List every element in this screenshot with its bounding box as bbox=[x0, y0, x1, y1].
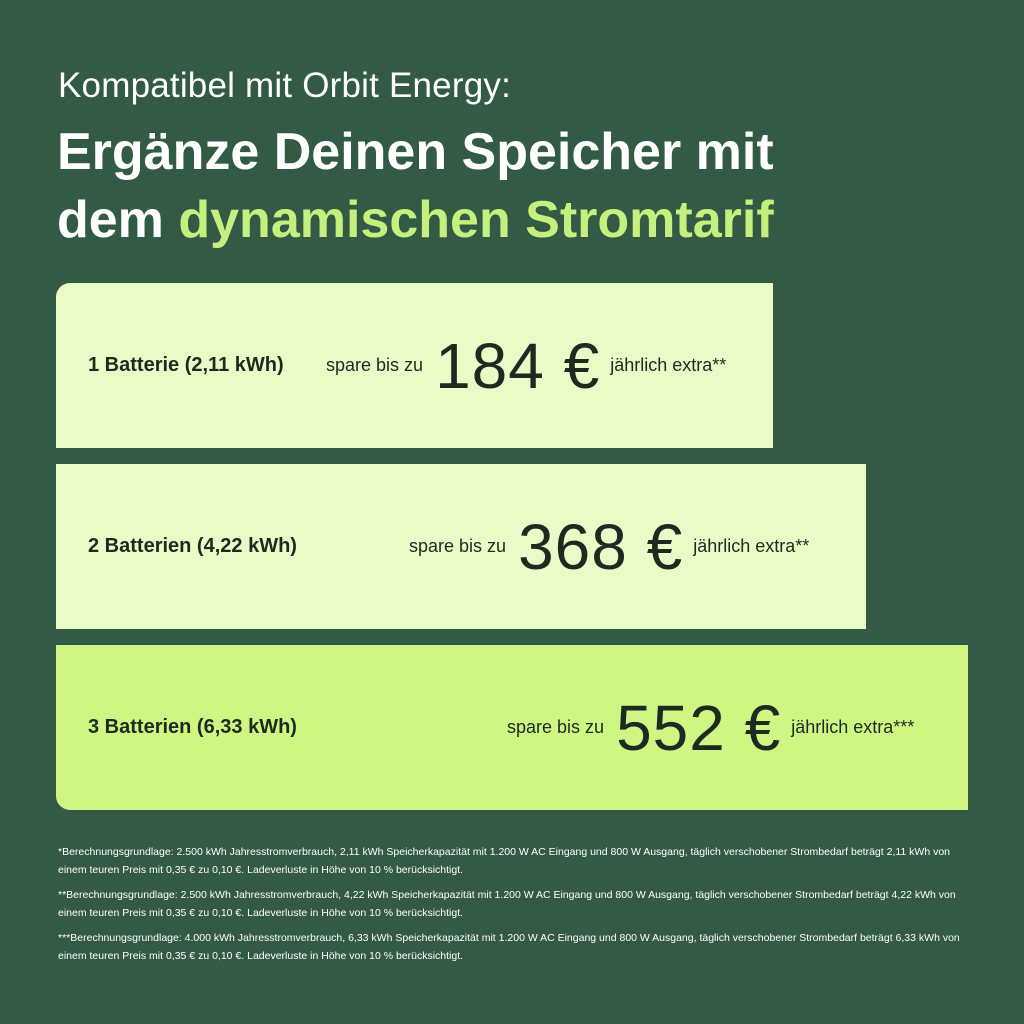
offer-amount: 552 € bbox=[616, 691, 782, 764]
headline: Ergänze Deinen Speicher mit dem dynamisc… bbox=[57, 118, 774, 254]
footnotes: *Berechnungsgrundlage: 2.500 kWh Jahress… bbox=[58, 843, 968, 972]
offer-prefix: spare bis zu bbox=[326, 355, 424, 375]
offer-suffix: jährlich extra*** bbox=[791, 717, 915, 737]
offer-label: 2 Batterien (4,22 kWh) bbox=[88, 535, 297, 557]
offer-suffix: jährlich extra** bbox=[610, 355, 727, 375]
headline-accent: dynamischen Stromtarif bbox=[178, 191, 774, 249]
offer-amount: 368 € bbox=[518, 510, 684, 583]
headline-line-1: Ergänze Deinen Speicher mit bbox=[57, 123, 774, 181]
offer-saving: spare bis zu 368 € jährlich extra** bbox=[409, 464, 809, 629]
offer-suffix: jährlich extra** bbox=[693, 536, 810, 556]
offer-bar-2-batteries: 2 Batterien (4,22 kWh) spare bis zu 368 … bbox=[56, 464, 866, 629]
subtitle: Kompatibel mit Orbit Energy: bbox=[58, 66, 511, 105]
offer-prefix: spare bis zu bbox=[507, 717, 605, 737]
headline-line-2: dem dynamischen Stromtarif bbox=[57, 186, 774, 254]
offer-amount: 184 € bbox=[435, 329, 601, 402]
offer-label: 1 Batterie (2,11 kWh) bbox=[88, 354, 284, 376]
footnote-3: ***Berechnungsgrundlage: 4.000 kWh Jahre… bbox=[58, 932, 960, 962]
offer-label: 3 Batterien (6,33 kWh) bbox=[88, 716, 297, 738]
footnote-1: *Berechnungsgrundlage: 2.500 kWh Jahress… bbox=[58, 846, 951, 876]
offer-prefix: spare bis zu bbox=[409, 536, 507, 556]
footnote-2: **Berechnungsgrundlage: 2.500 kWh Jahres… bbox=[58, 889, 956, 919]
offer-bar-1-battery: 1 Batterie (2,11 kWh) spare bis zu 184 €… bbox=[56, 283, 773, 448]
offer-bar-3-batteries: 3 Batterien (6,33 kWh) spare bis zu 552 … bbox=[56, 645, 968, 810]
offer-saving: spare bis zu 184 € jährlich extra** bbox=[326, 283, 726, 448]
headline-prefix: dem bbox=[57, 191, 164, 249]
offer-saving: spare bis zu 552 € jährlich extra*** bbox=[507, 645, 914, 810]
